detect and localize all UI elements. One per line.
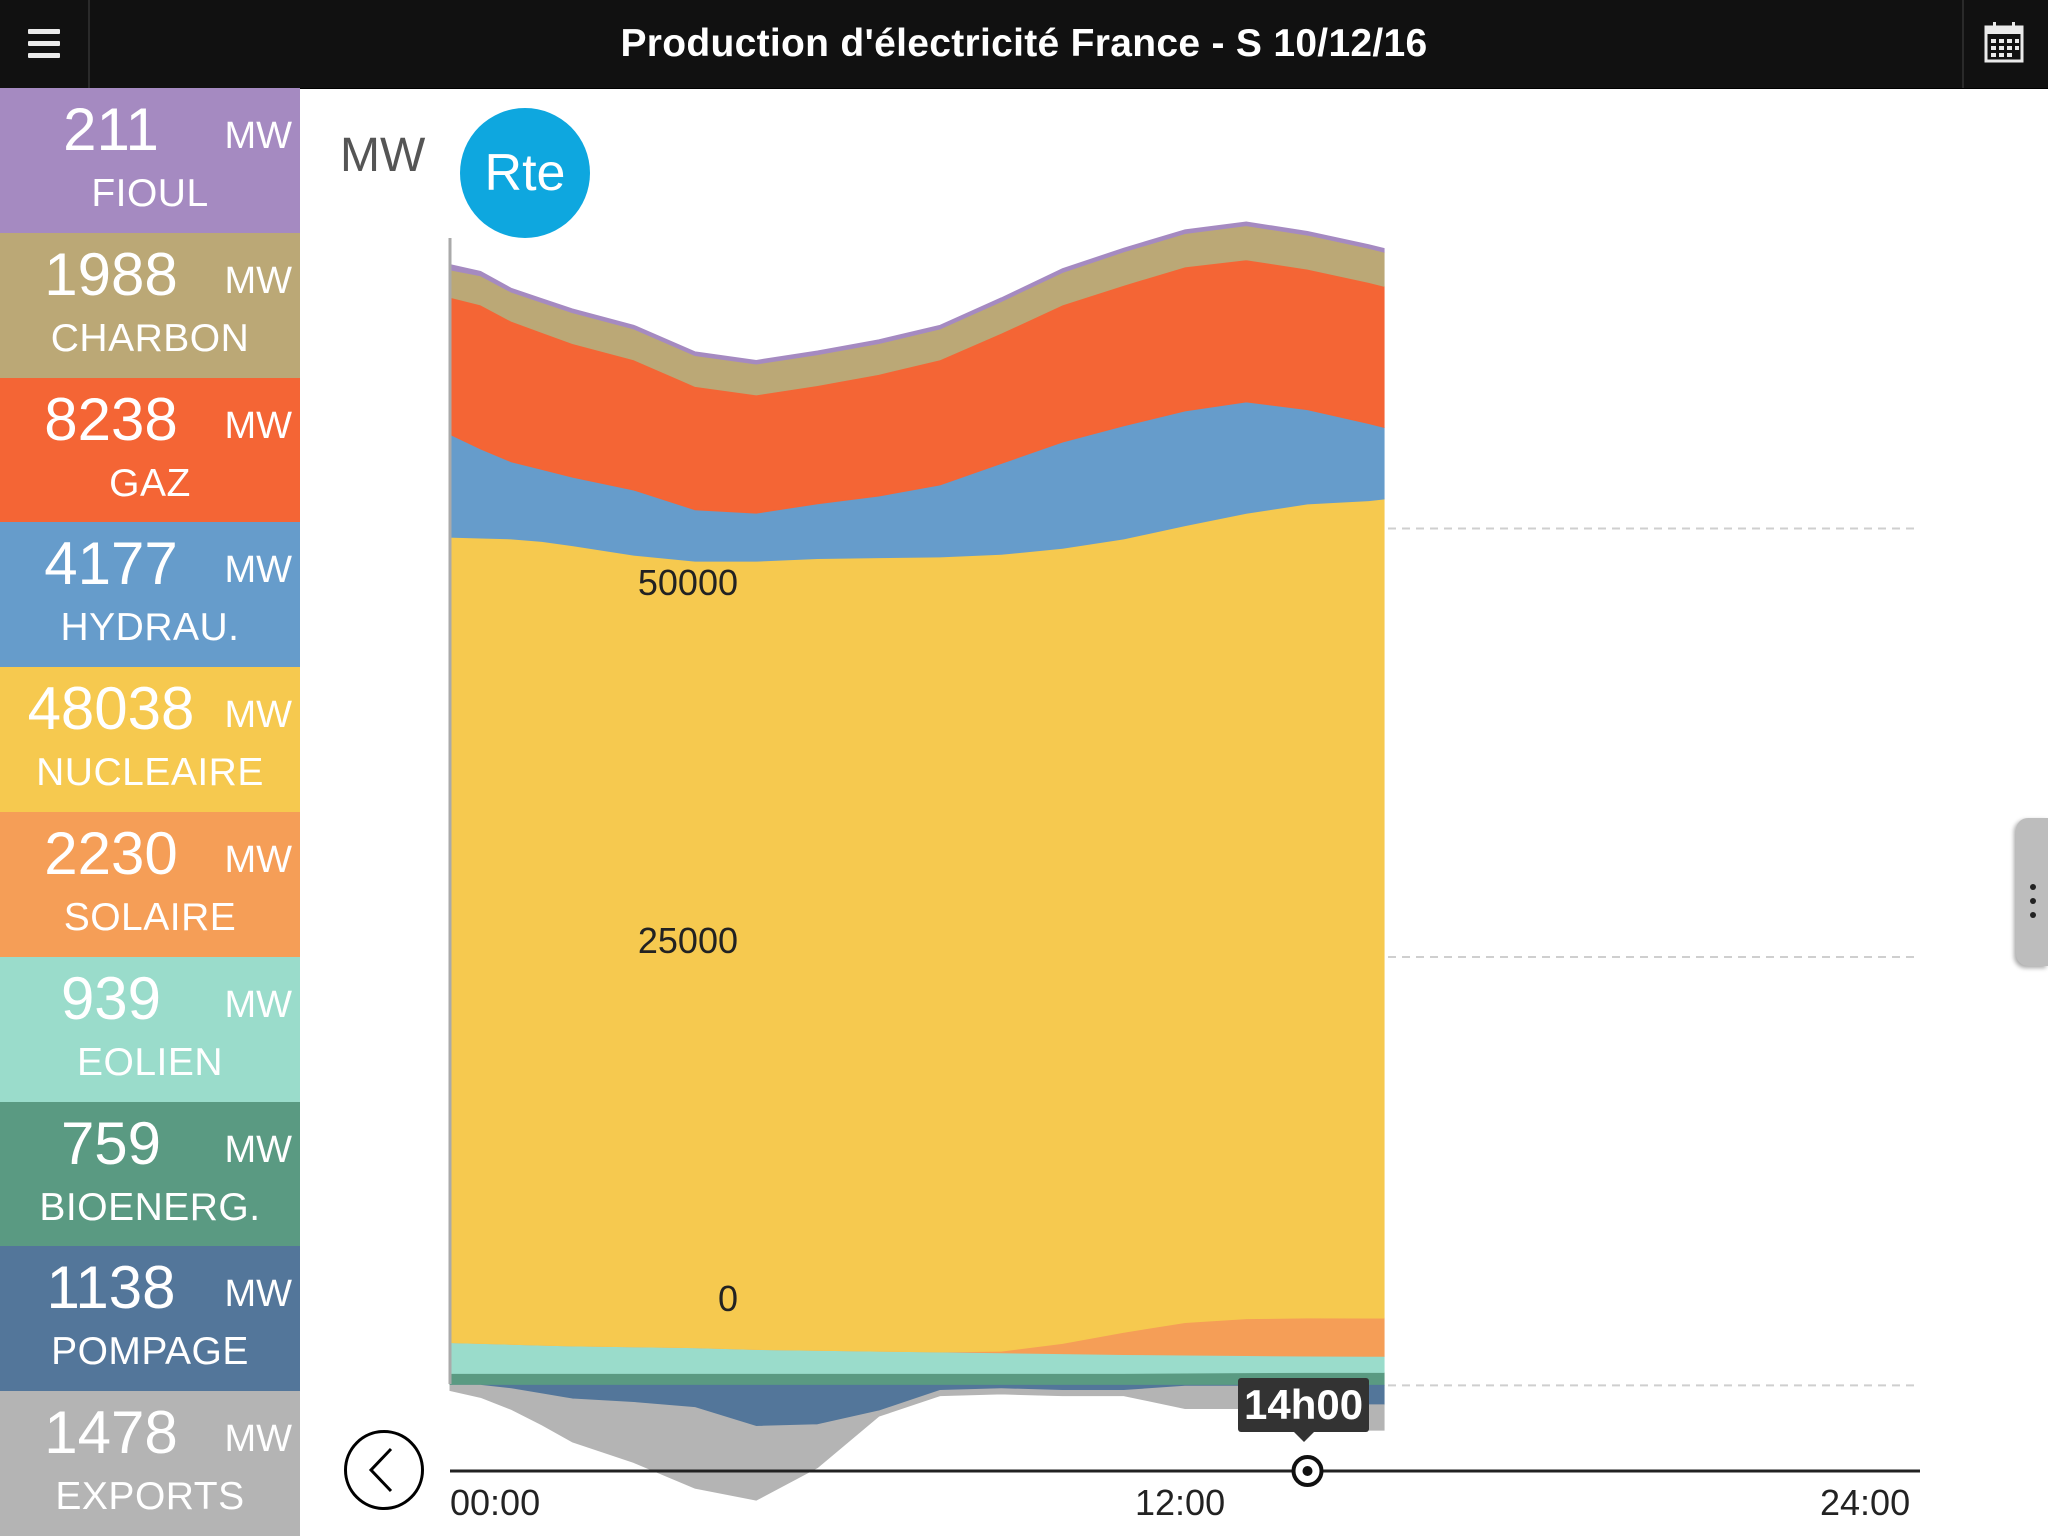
chart-svg: [448, 221, 1920, 1501]
top-bar: Production d'électricité France - S 10/1…: [0, 0, 2048, 89]
tile-value: 1988: [44, 241, 178, 308]
tile-pompage[interactable]: 1138 MW POMPAGE: [0, 1246, 300, 1391]
x-tick-label: 12:00: [1135, 1482, 1226, 1523]
tile-value: 1478: [44, 1399, 178, 1466]
legend-panel: 211 MW FIOUL 1988 MW CHARBON 8238 MW GAZ…: [0, 88, 300, 1536]
side-drawer-handle[interactable]: [2016, 818, 2048, 966]
back-button[interactable]: [344, 1430, 424, 1510]
tile-value: 2230: [44, 820, 178, 887]
tile-value: 211: [63, 96, 159, 163]
y-tick-label: 50000: [637, 562, 738, 603]
tile-label: FIOUL: [91, 172, 209, 215]
tile-bioenergies[interactable]: 759 MW BIOENERG.: [0, 1102, 300, 1247]
tile-label: CHARBON: [50, 317, 250, 360]
tile-value: 8238: [44, 386, 178, 453]
tile-unit: MW: [224, 694, 292, 736]
tile-value: 939: [60, 965, 162, 1032]
y-tick-label: 25000: [637, 920, 738, 961]
tile-charbon[interactable]: 1988 MW CHARBON: [0, 233, 300, 378]
tile-label: EOLIEN: [76, 1041, 224, 1084]
tile-nucleaire[interactable]: 48038 MW NUCLEAIRE: [0, 667, 300, 812]
area-nucleaire: [449, 498, 1385, 1353]
page-title: Production d'électricité France - S 10/1…: [620, 22, 1428, 65]
y-axis-unit: MW: [340, 129, 426, 182]
tile-unit: MW: [224, 115, 292, 157]
tile-value: 1138: [46, 1254, 176, 1321]
tile-label: GAZ: [109, 462, 191, 505]
production-chart: MW Rte 50000 25000 0 00:00 12:00 24:00 1…: [300, 88, 2016, 1536]
x-tick-label: 24:00: [1820, 1482, 1911, 1523]
tile-hydraulique[interactable]: 4177 MW HYDRAU.: [0, 522, 300, 667]
rte-logo: Rte: [460, 108, 590, 238]
tile-label: BIOENERG.: [39, 1186, 261, 1229]
hamburger-icon[interactable]: [0, 0, 90, 88]
tile-unit: MW: [224, 1418, 292, 1460]
tile-unit: MW: [224, 260, 292, 302]
tile-value: 4177: [44, 530, 178, 597]
tile-label: POMPAGE: [51, 1330, 249, 1373]
chevron-left-icon: [368, 1447, 393, 1493]
tile-fioul[interactable]: 211 MW FIOUL: [0, 88, 300, 233]
calendar-icon[interactable]: [1962, 0, 2048, 88]
y-tick-label: 0: [717, 1278, 738, 1319]
tile-solaire[interactable]: 2230 MW SOLAIRE: [0, 812, 300, 957]
tile-gaz[interactable]: 8238 MW GAZ: [0, 378, 300, 523]
current-time-badge: 14h00: [1238, 1378, 1370, 1442]
tile-unit: MW: [224, 984, 292, 1026]
tile-label: EXPORTS: [55, 1475, 245, 1518]
tile-unit: MW: [224, 1273, 292, 1315]
x-tick-label: 00:00: [450, 1482, 541, 1523]
tile-label: HYDRAU.: [60, 606, 240, 649]
timeline-handle-dot: [1302, 1466, 1313, 1476]
tile-label: NUCLEAIRE: [36, 751, 264, 794]
tile-eolien[interactable]: 939 MW EOLIEN: [0, 957, 300, 1102]
tile-unit: MW: [224, 549, 292, 591]
tile-label: SOLAIRE: [63, 896, 237, 939]
tile-value: 759: [60, 1110, 162, 1177]
tile-unit: MW: [224, 1129, 292, 1171]
area-fioul: [449, 221, 1385, 365]
tile-value: 48038: [27, 675, 195, 742]
tile-unit: MW: [224, 839, 292, 881]
tile-unit: MW: [224, 405, 292, 447]
tile-exports[interactable]: 1478 MW EXPORTS: [0, 1391, 300, 1536]
